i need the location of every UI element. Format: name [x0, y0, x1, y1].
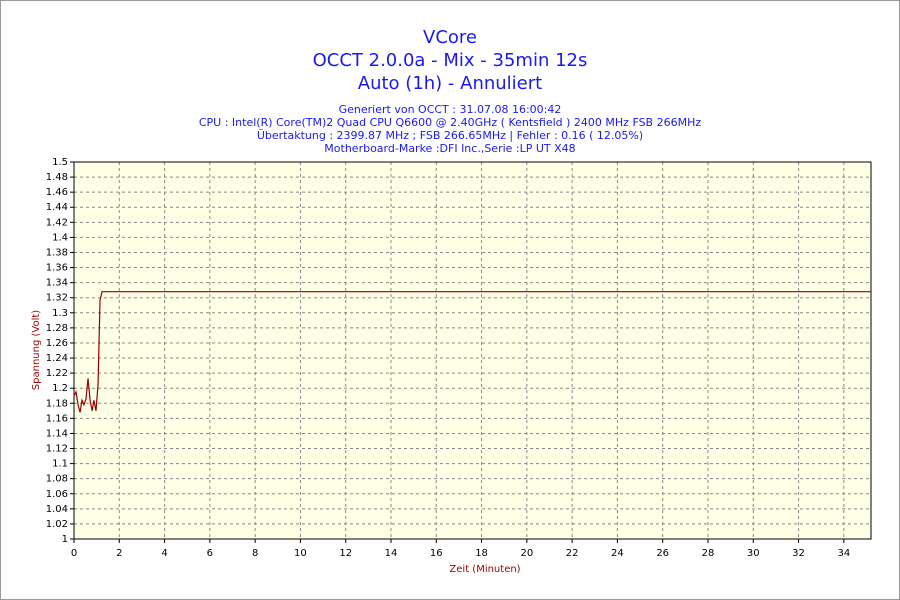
x-tick-label: 2 [116, 548, 122, 559]
subtitle: OCCT 2.0.0a - Mix - 35min 12s [313, 50, 588, 71]
y-tick-label: 1.18 [46, 398, 68, 409]
info-line: Generiert von OCCT : 31.07.08 16:00:42 [339, 103, 562, 116]
info-line: Übertaktung : 2399.87 MHz ; FSB 266.65MH… [257, 129, 643, 142]
subtitle: Auto (1h) - Annuliert [358, 73, 542, 94]
y-tick-label: 1.3 [52, 308, 68, 319]
y-tick-label: 1.1 [52, 459, 68, 470]
x-tick-label: 8 [252, 548, 258, 559]
plot-border [73, 161, 872, 540]
y-tick-label: 1.24 [46, 353, 68, 364]
x-axis-label: Zeit (Minuten) [449, 564, 520, 575]
y-tick-label: 1.46 [46, 187, 68, 198]
x-tick-label: 22 [566, 548, 579, 559]
x-tick-label: 14 [385, 548, 398, 559]
x-tick-label: 20 [520, 548, 533, 559]
y-tick-label: 1.08 [46, 474, 68, 485]
y-tick-label: 1.12 [46, 444, 68, 455]
plot-area [74, 162, 871, 539]
x-tick-label: 24 [611, 548, 624, 559]
y-tick-label: 1.48 [46, 172, 68, 183]
y-tick-label: 1.36 [46, 263, 68, 274]
y-tick-label: 1.44 [46, 202, 68, 213]
x-tick-label: 28 [702, 548, 715, 559]
line [73, 291, 871, 413]
y-tick-label: 1.26 [46, 338, 68, 349]
y-tick-label: 1.16 [46, 413, 68, 424]
y-tick-label: 1.06 [46, 489, 68, 500]
x-tick-label: 18 [475, 548, 488, 559]
x-tick-label: 26 [656, 548, 669, 559]
y-tick-label: 1.32 [46, 293, 68, 304]
x-tick-label: 0 [71, 548, 77, 559]
y-tick-label: 1.22 [46, 368, 68, 379]
x-tick-label: 16 [430, 548, 443, 559]
y-tick-label: 1.5 [52, 157, 68, 168]
y-tick-label: 1.38 [46, 247, 68, 258]
x-tick-label: 4 [161, 548, 167, 559]
y-tick-label: 1.02 [46, 519, 68, 530]
y-tick-label: 1.28 [46, 323, 68, 334]
x-tick-label: 10 [294, 548, 307, 559]
chart-title: VCore [423, 27, 477, 48]
x-tick-label: 12 [339, 548, 352, 559]
x-tick-label: 30 [747, 548, 760, 559]
y-tick-label: 1.4 [52, 232, 68, 243]
y-axis-label: Spannung (Volt) [31, 310, 42, 390]
x-tick-label: 6 [207, 548, 213, 559]
y-tick-label: 1.14 [46, 428, 68, 439]
y-tick-label: 1.42 [46, 217, 68, 228]
info-line: Motherboard-Marke :DFI Inc.,Serie :LP UT… [324, 142, 575, 155]
y-tick-label: 1.2 [52, 383, 68, 394]
y-tick-label: 1.04 [46, 504, 68, 515]
x-tick-label: 34 [837, 548, 850, 559]
x-tick-label: 32 [792, 548, 805, 559]
info-line: CPU : Intel(R) Core(TM)2 Quad CPU Q6600 … [199, 116, 701, 129]
y-tick-label: 1 [62, 534, 68, 545]
y-tick-label: 1.34 [46, 278, 68, 289]
